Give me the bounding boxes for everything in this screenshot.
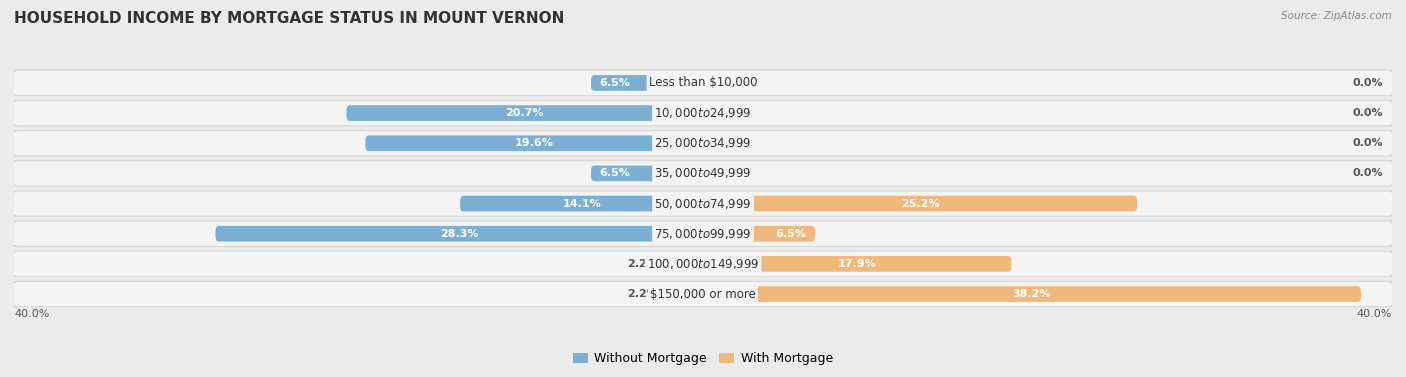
FancyBboxPatch shape — [8, 281, 1398, 307]
Text: $75,000 to $99,999: $75,000 to $99,999 — [654, 227, 752, 241]
FancyBboxPatch shape — [591, 166, 703, 181]
Text: 25.2%: 25.2% — [901, 199, 939, 208]
Text: 0.0%: 0.0% — [1353, 169, 1384, 178]
FancyBboxPatch shape — [13, 252, 1393, 276]
Text: 0.0%: 0.0% — [1353, 138, 1384, 148]
FancyBboxPatch shape — [13, 192, 1393, 216]
Text: 19.6%: 19.6% — [515, 138, 554, 148]
FancyBboxPatch shape — [8, 130, 1398, 156]
Text: 40.0%: 40.0% — [1357, 309, 1392, 319]
Text: $150,000 or more: $150,000 or more — [650, 288, 756, 300]
Text: $25,000 to $34,999: $25,000 to $34,999 — [654, 136, 752, 150]
FancyBboxPatch shape — [8, 190, 1398, 217]
Text: $35,000 to $49,999: $35,000 to $49,999 — [654, 166, 752, 181]
Text: 2.2%: 2.2% — [627, 289, 658, 299]
FancyBboxPatch shape — [8, 221, 1398, 247]
Text: 28.3%: 28.3% — [440, 229, 478, 239]
FancyBboxPatch shape — [8, 100, 1398, 126]
FancyBboxPatch shape — [460, 196, 703, 211]
FancyBboxPatch shape — [703, 256, 1011, 272]
Text: 14.1%: 14.1% — [562, 199, 600, 208]
FancyBboxPatch shape — [13, 131, 1393, 155]
Text: 6.5%: 6.5% — [776, 229, 807, 239]
FancyBboxPatch shape — [13, 71, 1393, 95]
FancyBboxPatch shape — [8, 160, 1398, 187]
FancyBboxPatch shape — [8, 251, 1398, 277]
FancyBboxPatch shape — [8, 70, 1398, 96]
FancyBboxPatch shape — [13, 101, 1393, 125]
FancyBboxPatch shape — [591, 75, 703, 91]
Text: 0.0%: 0.0% — [1353, 108, 1384, 118]
Text: 40.0%: 40.0% — [14, 309, 49, 319]
FancyBboxPatch shape — [703, 226, 815, 242]
FancyBboxPatch shape — [703, 286, 1361, 302]
Text: 38.2%: 38.2% — [1012, 289, 1052, 299]
FancyBboxPatch shape — [13, 282, 1393, 306]
FancyBboxPatch shape — [366, 135, 703, 151]
Text: 20.7%: 20.7% — [506, 108, 544, 118]
Text: $10,000 to $24,999: $10,000 to $24,999 — [654, 106, 752, 120]
FancyBboxPatch shape — [215, 226, 703, 242]
Text: 17.9%: 17.9% — [838, 259, 876, 269]
Text: 6.5%: 6.5% — [599, 169, 630, 178]
Text: Source: ZipAtlas.com: Source: ZipAtlas.com — [1281, 11, 1392, 21]
FancyBboxPatch shape — [13, 161, 1393, 185]
FancyBboxPatch shape — [665, 286, 703, 302]
FancyBboxPatch shape — [703, 196, 1137, 211]
Text: 0.0%: 0.0% — [1353, 78, 1384, 88]
Legend: Without Mortgage, With Mortgage: Without Mortgage, With Mortgage — [568, 348, 838, 371]
Text: $100,000 to $149,999: $100,000 to $149,999 — [647, 257, 759, 271]
FancyBboxPatch shape — [346, 105, 703, 121]
Text: 2.2%: 2.2% — [627, 259, 658, 269]
Text: Less than $10,000: Less than $10,000 — [648, 77, 758, 89]
Text: HOUSEHOLD INCOME BY MORTGAGE STATUS IN MOUNT VERNON: HOUSEHOLD INCOME BY MORTGAGE STATUS IN M… — [14, 11, 564, 26]
FancyBboxPatch shape — [665, 256, 703, 272]
FancyBboxPatch shape — [13, 222, 1393, 246]
Text: $50,000 to $74,999: $50,000 to $74,999 — [654, 196, 752, 211]
Text: 6.5%: 6.5% — [599, 78, 630, 88]
